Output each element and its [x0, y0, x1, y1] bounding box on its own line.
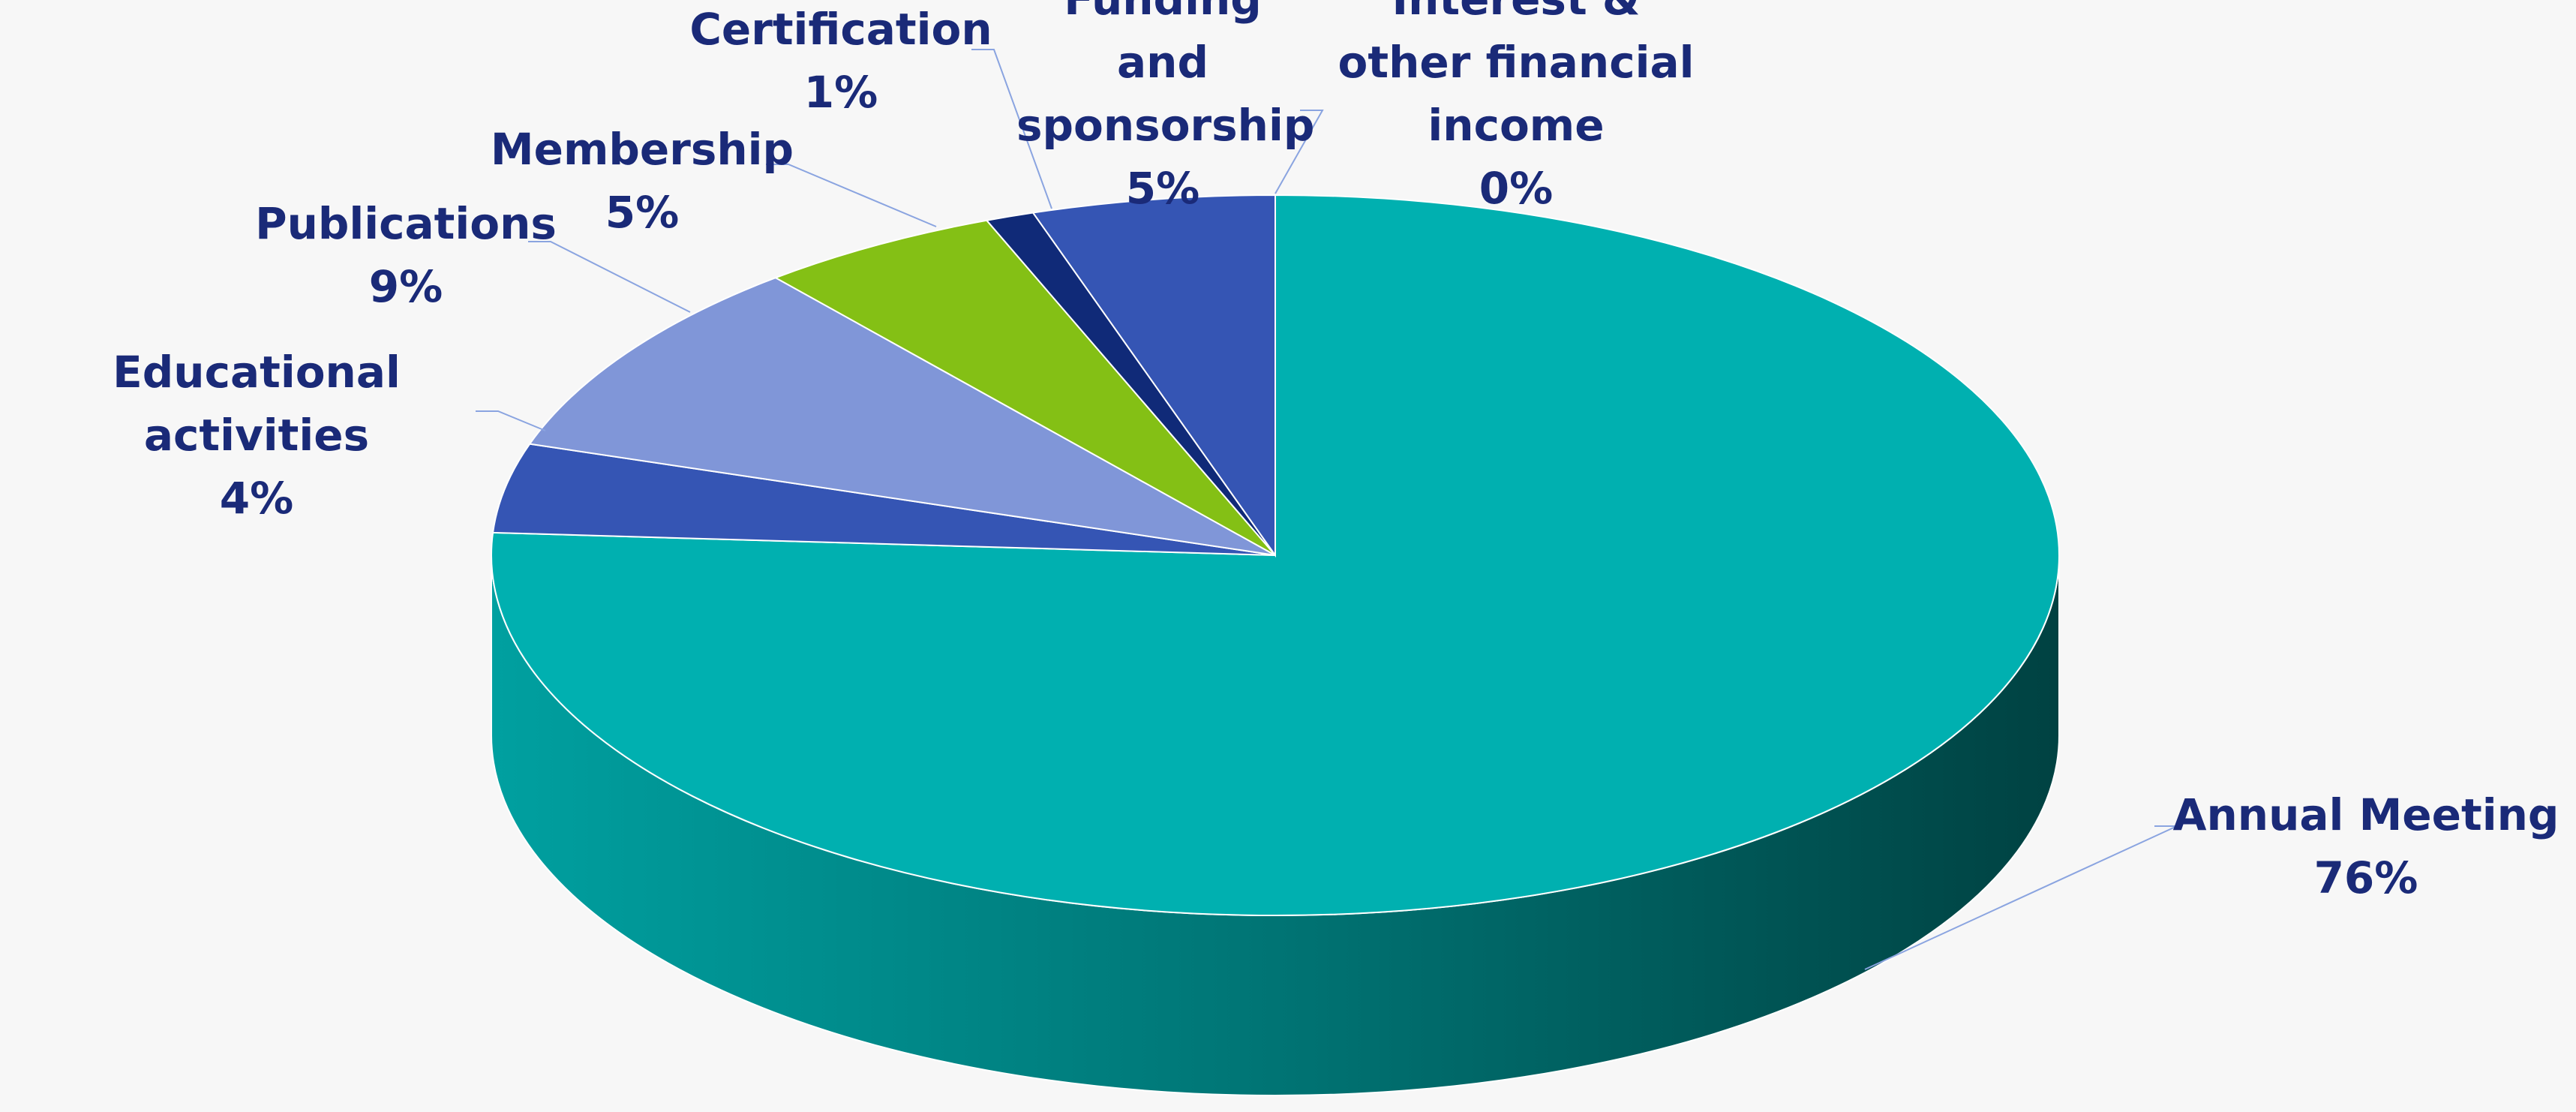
leader-line [1274, 110, 1324, 194]
pie-slice [528, 277, 1276, 556]
slice-label: Publications 9% [218, 192, 593, 318]
category-name: Membership [490, 124, 794, 175]
pie-slice [773, 219, 1276, 556]
leader-line [476, 410, 546, 431]
category-name: Publications [255, 198, 557, 249]
value-label: 4% [219, 473, 294, 524]
pie-slice [1031, 194, 1276, 558]
slice-label: Interest & other financial income 0% [1321, 0, 1711, 220]
leader-line [528, 241, 691, 313]
pie-slice [491, 443, 1276, 556]
slice-label: Certification 1% [683, 0, 998, 124]
slice-label: Educational activities 4% [0, 341, 519, 530]
leader-line [1864, 825, 2178, 970]
value-label: 76% [2313, 852, 2418, 903]
category-name: Annual Meeting [2172, 789, 2559, 840]
category-name: Funding and sponsorship [1016, 0, 1315, 151]
leader-line [971, 49, 1052, 209]
category-name: Interest & other financial income [1338, 0, 1695, 151]
slice-label: Annual Meeting 76% [2141, 783, 2576, 909]
value-label: 5% [1125, 163, 1200, 214]
category-name: Educational activities [113, 347, 401, 461]
value-label: 1% [803, 67, 878, 118]
slice-label: Funding and sponsorship 5% [1016, 0, 1315, 220]
value-label: 9% [368, 261, 443, 312]
value-label: 5% [605, 187, 680, 238]
leader-line [766, 164, 937, 227]
value-label: 0% [1479, 163, 1554, 214]
slice-label: Membership 5% [473, 118, 811, 244]
category-name: Certification [689, 4, 992, 55]
